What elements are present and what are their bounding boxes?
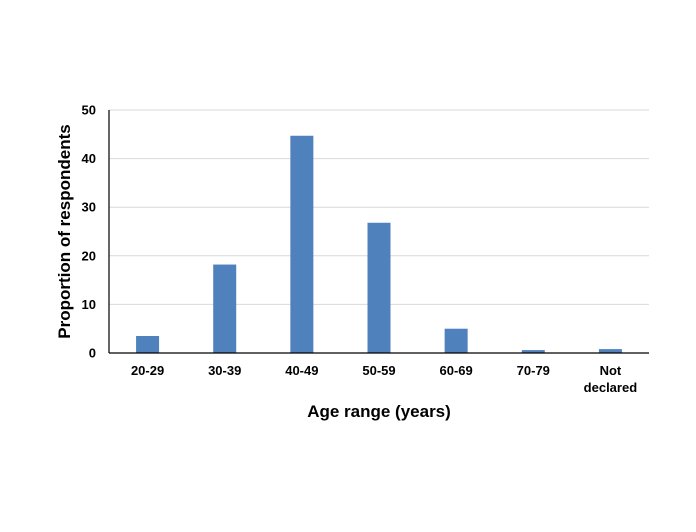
bar: [598, 349, 622, 353]
x-tick-label: Not declared: [584, 363, 638, 395]
y-tick-label: 10: [82, 297, 96, 312]
gridlines: [109, 109, 649, 305]
y-axis-title: Proportion of respondents: [55, 124, 74, 338]
x-tick-labels: 20-29 30-39 40-49 50-59 60-69 70-79 Not declare…: [131, 363, 637, 395]
x-tick-label: 60-69: [440, 363, 473, 378]
x-tick-label: 70-79: [517, 363, 550, 378]
y-tick-label: 50: [82, 103, 96, 118]
y-tick-labels: 0 10 20 30 40 50: [82, 103, 96, 361]
x-axis-title: Age range (years): [307, 402, 451, 421]
bars: [136, 135, 622, 353]
bar: [290, 135, 314, 353]
bar: [367, 222, 391, 353]
y-tick-label: 40: [82, 151, 96, 166]
x-tick-label-line: Not: [600, 363, 622, 378]
bar: [521, 350, 545, 353]
x-tick-label: 30-39: [208, 363, 241, 378]
y-tick-label: 30: [82, 200, 96, 215]
bar: [213, 264, 237, 353]
bar: [136, 335, 160, 353]
x-tick-label-line: 30-39: [208, 363, 241, 378]
x-tick-label-line: 40-49: [285, 363, 318, 378]
y-tick-label: 20: [82, 248, 96, 263]
x-tick-label-line: declared: [584, 380, 638, 395]
bar: [444, 328, 468, 353]
x-tick-label: 20-29: [131, 363, 164, 378]
x-tick-label: 50-59: [362, 363, 395, 378]
x-tick-label: 40-49: [285, 363, 318, 378]
x-tick-label-line: 20-29: [131, 363, 164, 378]
x-tick-label-line: 60-69: [440, 363, 473, 378]
x-tick-label-line: 50-59: [362, 363, 395, 378]
y-tick-label: 0: [89, 346, 96, 361]
x-tick-label-line: 70-79: [517, 363, 550, 378]
